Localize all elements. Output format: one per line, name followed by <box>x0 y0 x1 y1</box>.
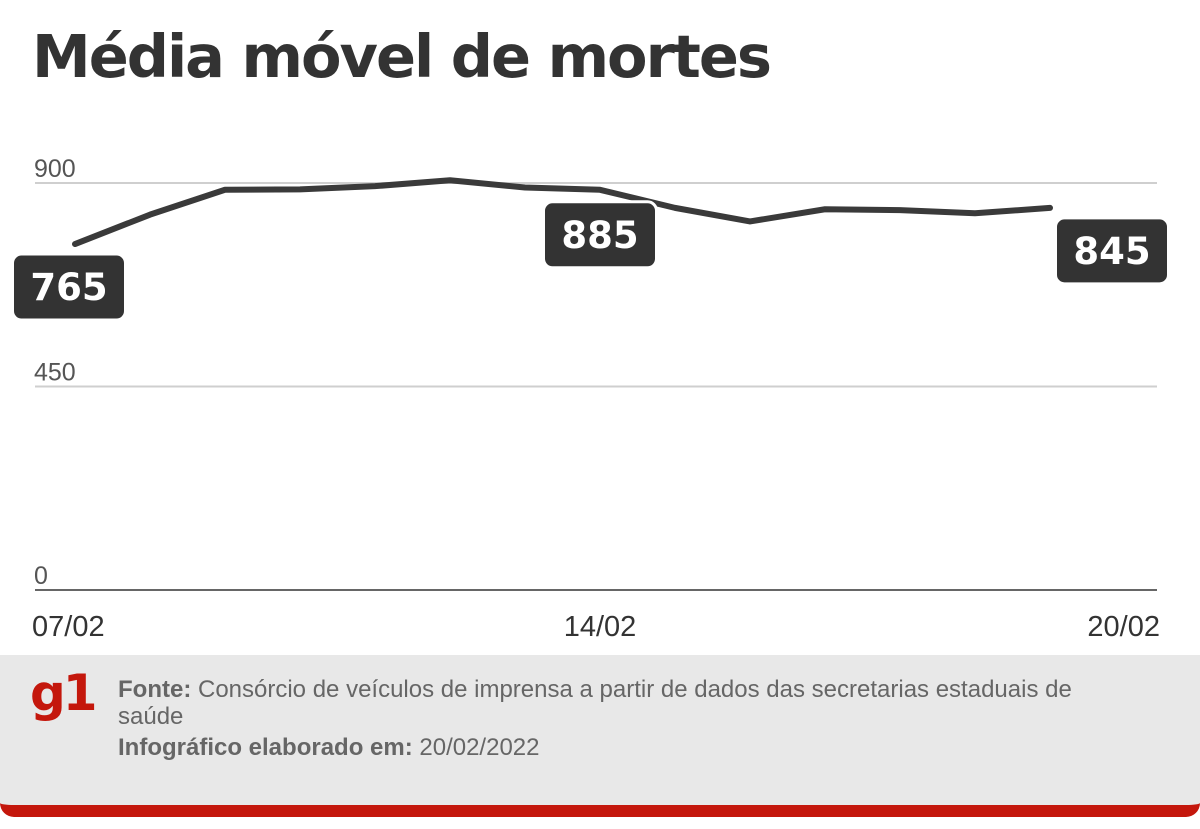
g1-logo[interactable]: g1 <box>30 664 98 722</box>
updated-label: Infográfico elaborado em: <box>118 734 413 761</box>
source-label: Fonte: <box>118 676 192 703</box>
line-chart: 900 450 0 07/02 14/02 20/02 765 885 845 <box>11 155 1170 643</box>
footer-panel <box>0 655 1200 817</box>
callout-box <box>1054 216 1170 286</box>
y-tick-label: 450 <box>34 359 76 387</box>
callout-value: 845 <box>1073 230 1150 273</box>
value-callout: 885 <box>542 200 658 270</box>
x-tick-label: 07/02 <box>32 611 105 643</box>
y-tick-label: 900 <box>34 155 76 183</box>
x-tick-label: 14/02 <box>564 611 637 643</box>
updated-date: 20/02/2022 <box>419 734 540 761</box>
chart-title: Média móvel de mortes <box>32 22 772 91</box>
series-line <box>72 177 1053 248</box>
value-callout: 845 <box>1054 216 1170 286</box>
callout-value: 885 <box>561 214 638 257</box>
callout-box <box>542 200 658 270</box>
source-text: Consórcio de veículos de imprensa a part… <box>118 676 1072 730</box>
callout-box <box>11 252 127 322</box>
x-tick-label: 20/02 <box>1087 611 1160 643</box>
value-callout: 765 <box>11 252 127 322</box>
source-block: Fonte: Consórcio de veículos de imprensa… <box>118 676 1118 761</box>
y-tick-label: 0 <box>34 562 48 590</box>
callout-value: 765 <box>30 266 107 309</box>
